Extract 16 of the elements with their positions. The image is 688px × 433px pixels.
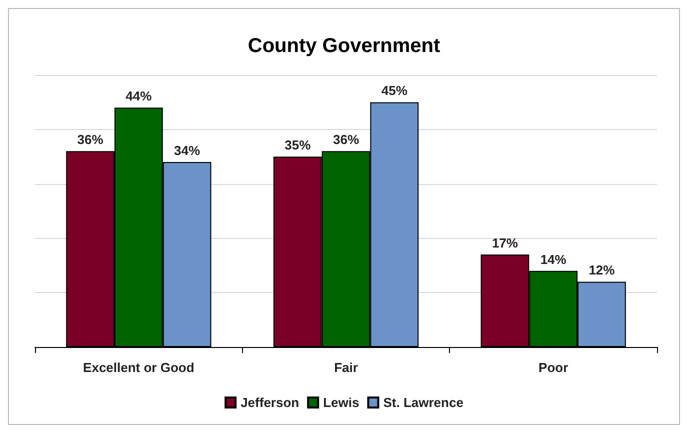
- data-label: 35%: [284, 138, 312, 153]
- x-tick-label: Fair: [334, 360, 358, 375]
- data-label: 36%: [332, 132, 360, 148]
- legend-label: St. Lawrence: [383, 395, 464, 410]
- x-tick-label: Excellent or Good: [83, 360, 194, 375]
- legend-label: Jefferson: [240, 395, 300, 410]
- data-label: 12%: [588, 262, 616, 278]
- data-label: 14%: [540, 252, 567, 267]
- chart-title: County Government: [248, 35, 440, 57]
- data-label: 17%: [492, 236, 518, 251]
- data-label: 45%: [381, 83, 408, 98]
- data-label: 36%: [77, 132, 104, 148]
- data-label: 34%: [174, 143, 200, 158]
- x-tick-label: Poor: [538, 360, 568, 375]
- data-label: 44%: [126, 88, 152, 104]
- legend-label: Lewis: [323, 395, 360, 410]
